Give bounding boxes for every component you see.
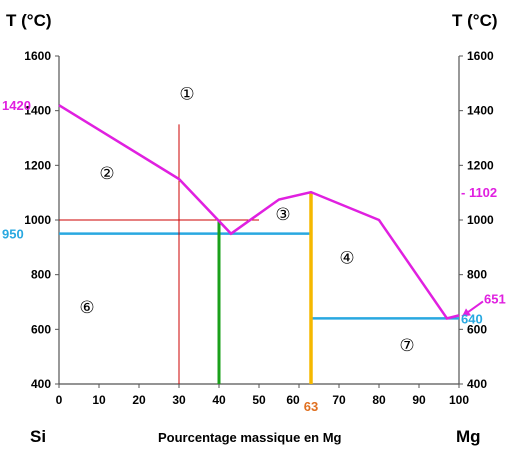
annotation-63: 63 [304,399,318,414]
left-tick-label: 1200 [24,158,51,172]
annotation-640: 640 [461,311,483,326]
region-label: ⑥ [79,298,94,318]
liquidus-curve [58,104,460,320]
right-tick-label: 1400 [467,104,494,118]
region-label: ④ [339,249,354,269]
region-label: ② [99,164,114,184]
region-label: ① [179,85,194,105]
annotation-1420: 1420 [2,98,31,113]
x-tick-label: 50 [252,393,266,407]
region-label: ⑦ [399,336,414,356]
annotation-1102: - 1102 [461,185,497,200]
x-tick-label: 70 [332,393,346,407]
left-tick-label: 800 [31,268,51,282]
left-tick-label: 1400 [24,104,51,118]
left-tick-label: 1600 [24,49,51,63]
x-tick-label: 100 [449,393,469,407]
right-tick-label: 1200 [467,158,494,172]
region-label: ③ [275,205,290,225]
right-element-label: Mg [456,427,481,446]
left-element-label: Si [30,427,46,446]
annotation-651: 651 [484,291,506,306]
arrow-head [462,308,471,317]
x-tick-label: 0 [56,393,63,407]
right-tick-label: 1600 [467,49,494,63]
x-tick-label: 60 [286,393,300,407]
left-tick-label: 400 [31,377,51,391]
right-tick-label: 400 [467,377,487,391]
right-tick-label: 600 [467,322,487,336]
region-labels: ① ② ③ ④ ⑥ ⑦ [79,85,414,356]
left-axis-title: T (°C) [6,11,52,30]
x-tick-label: 20 [132,393,146,407]
x-axis-label: Pourcentage massique en Mg [158,430,342,445]
x-tick-label: 30 [172,393,186,407]
right-ticks: 400 600 800 1000 1200 1400 1600 [459,49,494,391]
right-tick-label: 1000 [467,213,494,227]
phase-lines [59,124,459,384]
x-ticks: 0 10 20 30 40 50 60 70 80 90 100 [56,384,469,407]
x-tick-label: 80 [372,393,386,407]
right-axis-title: T (°C) [452,11,498,30]
left-ticks: 400 600 800 1000 1200 1400 1600 [24,49,59,391]
annotation-950: 950 [2,227,24,242]
x-tick-label: 40 [212,393,226,407]
x-tick-label: 10 [92,393,106,407]
left-tick-label: 600 [31,322,51,336]
x-tick-label: 90 [412,393,426,407]
left-tick-label: 1000 [24,213,51,227]
right-tick-label: 800 [467,268,487,282]
